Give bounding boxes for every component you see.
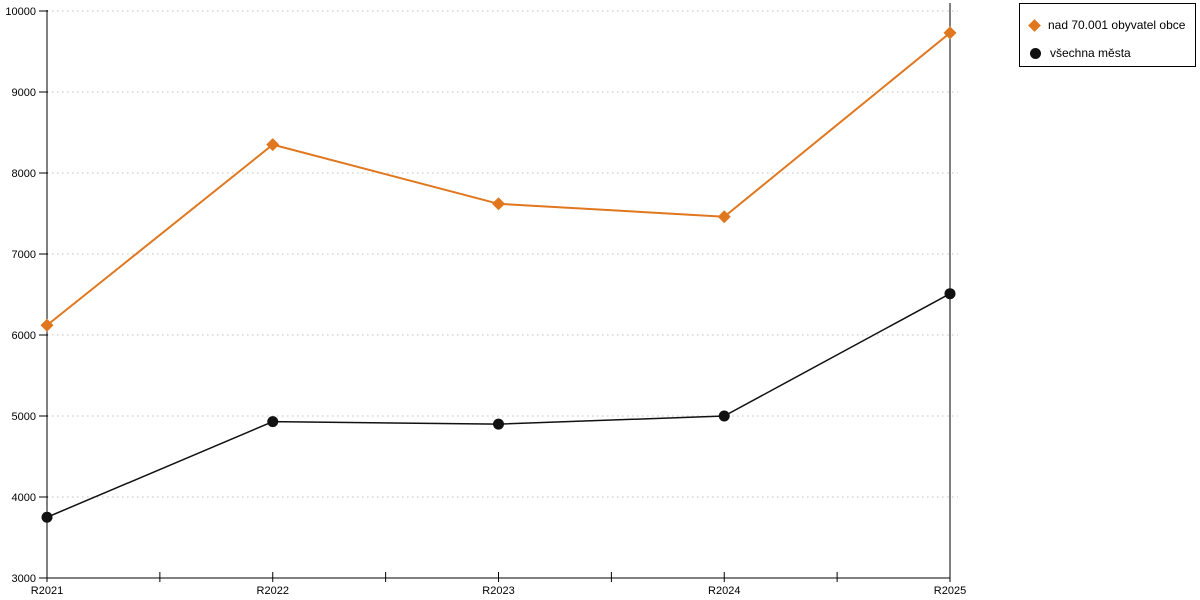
legend-label-series-1: nad 70.001 obyvatel obce	[1048, 18, 1186, 32]
data-point-diamond	[943, 26, 957, 40]
data-point-circle	[944, 288, 956, 300]
circle-marker-icon	[1030, 47, 1041, 59]
y-axis-label: 5000	[12, 411, 36, 423]
legend-item-series-1: nad 70.001 obyvatel obce	[1028, 11, 1195, 39]
x-axis-label: R2021	[31, 585, 63, 597]
diamond-marker-icon	[1028, 18, 1041, 32]
data-point-circle	[267, 416, 279, 428]
y-axis-label: 6000	[12, 330, 36, 342]
data-point-circle	[718, 410, 730, 422]
y-axis-label: 8000	[12, 168, 36, 180]
x-axis-label: R2022	[257, 585, 289, 597]
series-line-2	[46, 293, 951, 518]
y-axis-label: 7000	[12, 249, 36, 261]
data-point-diamond	[266, 138, 280, 152]
legend-label-series-2: všechna města	[1050, 46, 1131, 60]
chart-legend: nad 70.001 obyvatel obce všechna města	[1019, 3, 1196, 67]
data-point-circle	[41, 511, 53, 523]
y-axis-label: 10000	[5, 6, 36, 18]
x-axis-label: R2023	[482, 585, 514, 597]
y-axis-label: 4000	[12, 492, 36, 504]
y-axis-label: 9000	[12, 87, 36, 99]
x-axis-label: R2025	[934, 585, 966, 597]
series-line-1	[46, 32, 951, 327]
x-axis-label: R2024	[708, 585, 740, 597]
legend-item-series-2: všechna města	[1030, 39, 1195, 67]
data-point-diamond	[492, 197, 505, 211]
y-axis-label: 3000	[12, 573, 36, 585]
data-point-diamond	[40, 318, 54, 332]
data-point-diamond	[717, 210, 731, 224]
data-point-circle	[493, 418, 504, 430]
